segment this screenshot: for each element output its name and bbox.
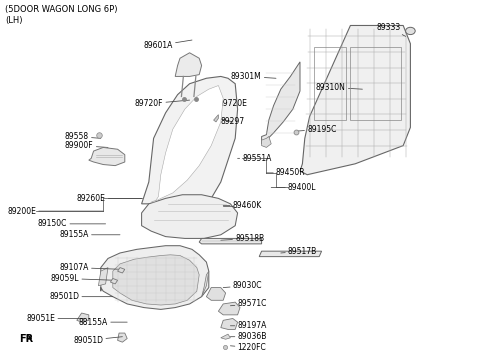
Polygon shape <box>221 334 230 339</box>
Polygon shape <box>142 195 238 238</box>
Polygon shape <box>175 53 202 76</box>
Text: 89200E: 89200E <box>7 207 103 215</box>
Polygon shape <box>262 62 300 144</box>
Polygon shape <box>77 313 89 322</box>
Polygon shape <box>113 255 199 305</box>
Polygon shape <box>199 238 262 244</box>
Text: 89517B: 89517B <box>281 247 317 256</box>
Text: 89036B: 89036B <box>230 332 267 341</box>
Text: 89518B: 89518B <box>221 234 264 243</box>
Text: 89900F: 89900F <box>65 141 108 150</box>
Text: 89333: 89333 <box>377 23 406 36</box>
Text: 89197A: 89197A <box>230 321 267 330</box>
Polygon shape <box>259 251 322 257</box>
Text: 89155A: 89155A <box>60 230 120 239</box>
Text: 89558: 89558 <box>65 132 101 141</box>
Polygon shape <box>202 271 209 297</box>
Text: 1220FC: 1220FC <box>230 343 266 352</box>
Text: 89059L: 89059L <box>51 274 115 283</box>
Polygon shape <box>101 246 209 309</box>
Text: 89150C: 89150C <box>38 219 106 228</box>
Polygon shape <box>118 333 127 342</box>
Polygon shape <box>89 147 125 166</box>
Text: 89551A: 89551A <box>238 154 272 163</box>
Polygon shape <box>110 278 118 284</box>
Text: 89450R: 89450R <box>266 169 306 177</box>
Text: 89301M: 89301M <box>231 72 276 81</box>
Text: 88155A: 88155A <box>79 318 127 327</box>
Text: 89460K: 89460K <box>223 201 262 210</box>
Text: FR: FR <box>19 333 33 344</box>
Text: (5DOOR WAGON LONG 6P): (5DOOR WAGON LONG 6P) <box>5 5 117 15</box>
Polygon shape <box>98 268 108 286</box>
Text: 89720F: 89720F <box>135 99 190 108</box>
Text: 89030C: 89030C <box>223 281 262 290</box>
Polygon shape <box>262 136 271 147</box>
Text: 89400L: 89400L <box>271 183 316 192</box>
Text: 89501D: 89501D <box>49 292 113 301</box>
Text: 89310N: 89310N <box>316 83 362 92</box>
Text: 89051D: 89051D <box>73 336 122 345</box>
Text: 89051E: 89051E <box>26 314 84 323</box>
Text: (LH): (LH) <box>5 16 22 25</box>
Polygon shape <box>206 288 226 300</box>
Text: 89107A: 89107A <box>60 263 122 272</box>
Text: 89195C: 89195C <box>298 125 336 134</box>
Text: 89720E: 89720E <box>204 99 247 108</box>
Circle shape <box>406 27 415 35</box>
Polygon shape <box>118 268 125 273</box>
Polygon shape <box>151 86 223 202</box>
Text: 89260E: 89260E <box>77 194 142 203</box>
Text: 89571C: 89571C <box>230 300 267 308</box>
Polygon shape <box>218 302 240 315</box>
Text: 89601A: 89601A <box>144 40 192 50</box>
Polygon shape <box>221 318 238 329</box>
Polygon shape <box>142 76 238 209</box>
Text: 89297: 89297 <box>218 118 245 126</box>
Polygon shape <box>214 115 218 122</box>
Polygon shape <box>300 25 410 175</box>
